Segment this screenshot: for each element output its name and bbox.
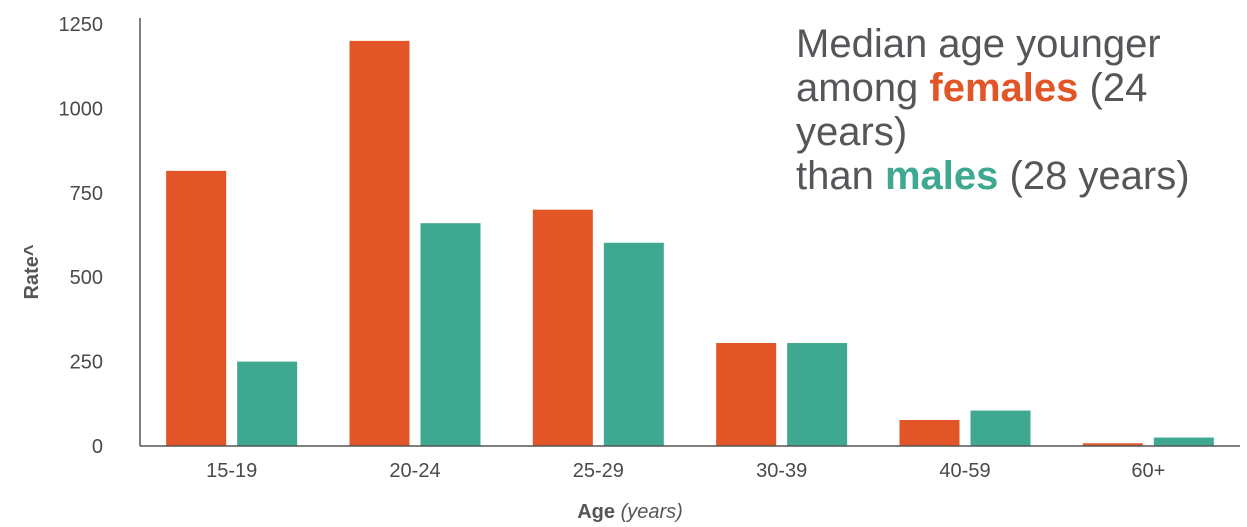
x-axis-title-main: Age xyxy=(577,501,615,523)
bar-males-15-19 xyxy=(237,361,298,446)
annotation-line-3-pre: than xyxy=(796,154,885,198)
x-tick-labels: 15-19 20-24 25-29 30-39 40-59 60+ xyxy=(206,460,1165,482)
y-tick-label: 250 xyxy=(70,352,103,374)
bar-females-25-29 xyxy=(532,209,593,446)
annotation-females-highlight: females xyxy=(929,66,1079,110)
x-tick-label: 30-39 xyxy=(756,460,807,482)
bar-males-60+ xyxy=(1153,437,1214,446)
y-axis-title: Rate^ xyxy=(21,244,43,299)
annotation-line-1: Median age younger xyxy=(796,22,1161,66)
bar-females-30-39 xyxy=(716,343,777,446)
x-axis-title-unit: (years) xyxy=(621,501,683,523)
annotation-line-2-post: (24 years) xyxy=(796,66,1148,154)
annotation-line-3-post: (28 years) xyxy=(998,154,1190,198)
y-tick-label: 1000 xyxy=(59,98,104,120)
x-tick-label: 25-29 xyxy=(573,460,624,482)
x-axis-title: Age (years) xyxy=(577,501,683,523)
x-tick-label: 60+ xyxy=(1131,460,1165,482)
x-tick-label: 20-24 xyxy=(389,460,440,482)
y-tick-label: 500 xyxy=(70,267,103,289)
annotation-males-highlight: males xyxy=(884,154,999,198)
bars-group xyxy=(166,40,1214,446)
bar-females-15-19 xyxy=(166,170,227,446)
annotation-line-2: among females (24 years) xyxy=(796,66,1241,154)
annotation-line-2-pre: among xyxy=(796,66,930,110)
x-tick-label: 40-59 xyxy=(939,460,990,482)
y-tick-label: 750 xyxy=(70,183,103,205)
bar-females-20-24 xyxy=(349,40,410,446)
bar-females-40-59 xyxy=(899,420,960,446)
chart-annotation: Median age younger among females (24 yea… xyxy=(796,22,1241,198)
y-tick-labels: 0 250 500 750 1000 1250 xyxy=(59,14,104,458)
y-tick-label: 0 xyxy=(92,436,103,458)
bar-females-60+ xyxy=(1082,443,1143,446)
bar-males-25-29 xyxy=(603,242,664,446)
bar-males-40-59 xyxy=(970,410,1031,446)
y-tick-label: 1250 xyxy=(59,14,104,36)
bar-males-30-39 xyxy=(787,343,848,446)
x-tick-label: 15-19 xyxy=(206,460,257,482)
bar-males-20-24 xyxy=(420,223,481,446)
annotation-line-3: than males (28 years) xyxy=(796,154,1241,198)
